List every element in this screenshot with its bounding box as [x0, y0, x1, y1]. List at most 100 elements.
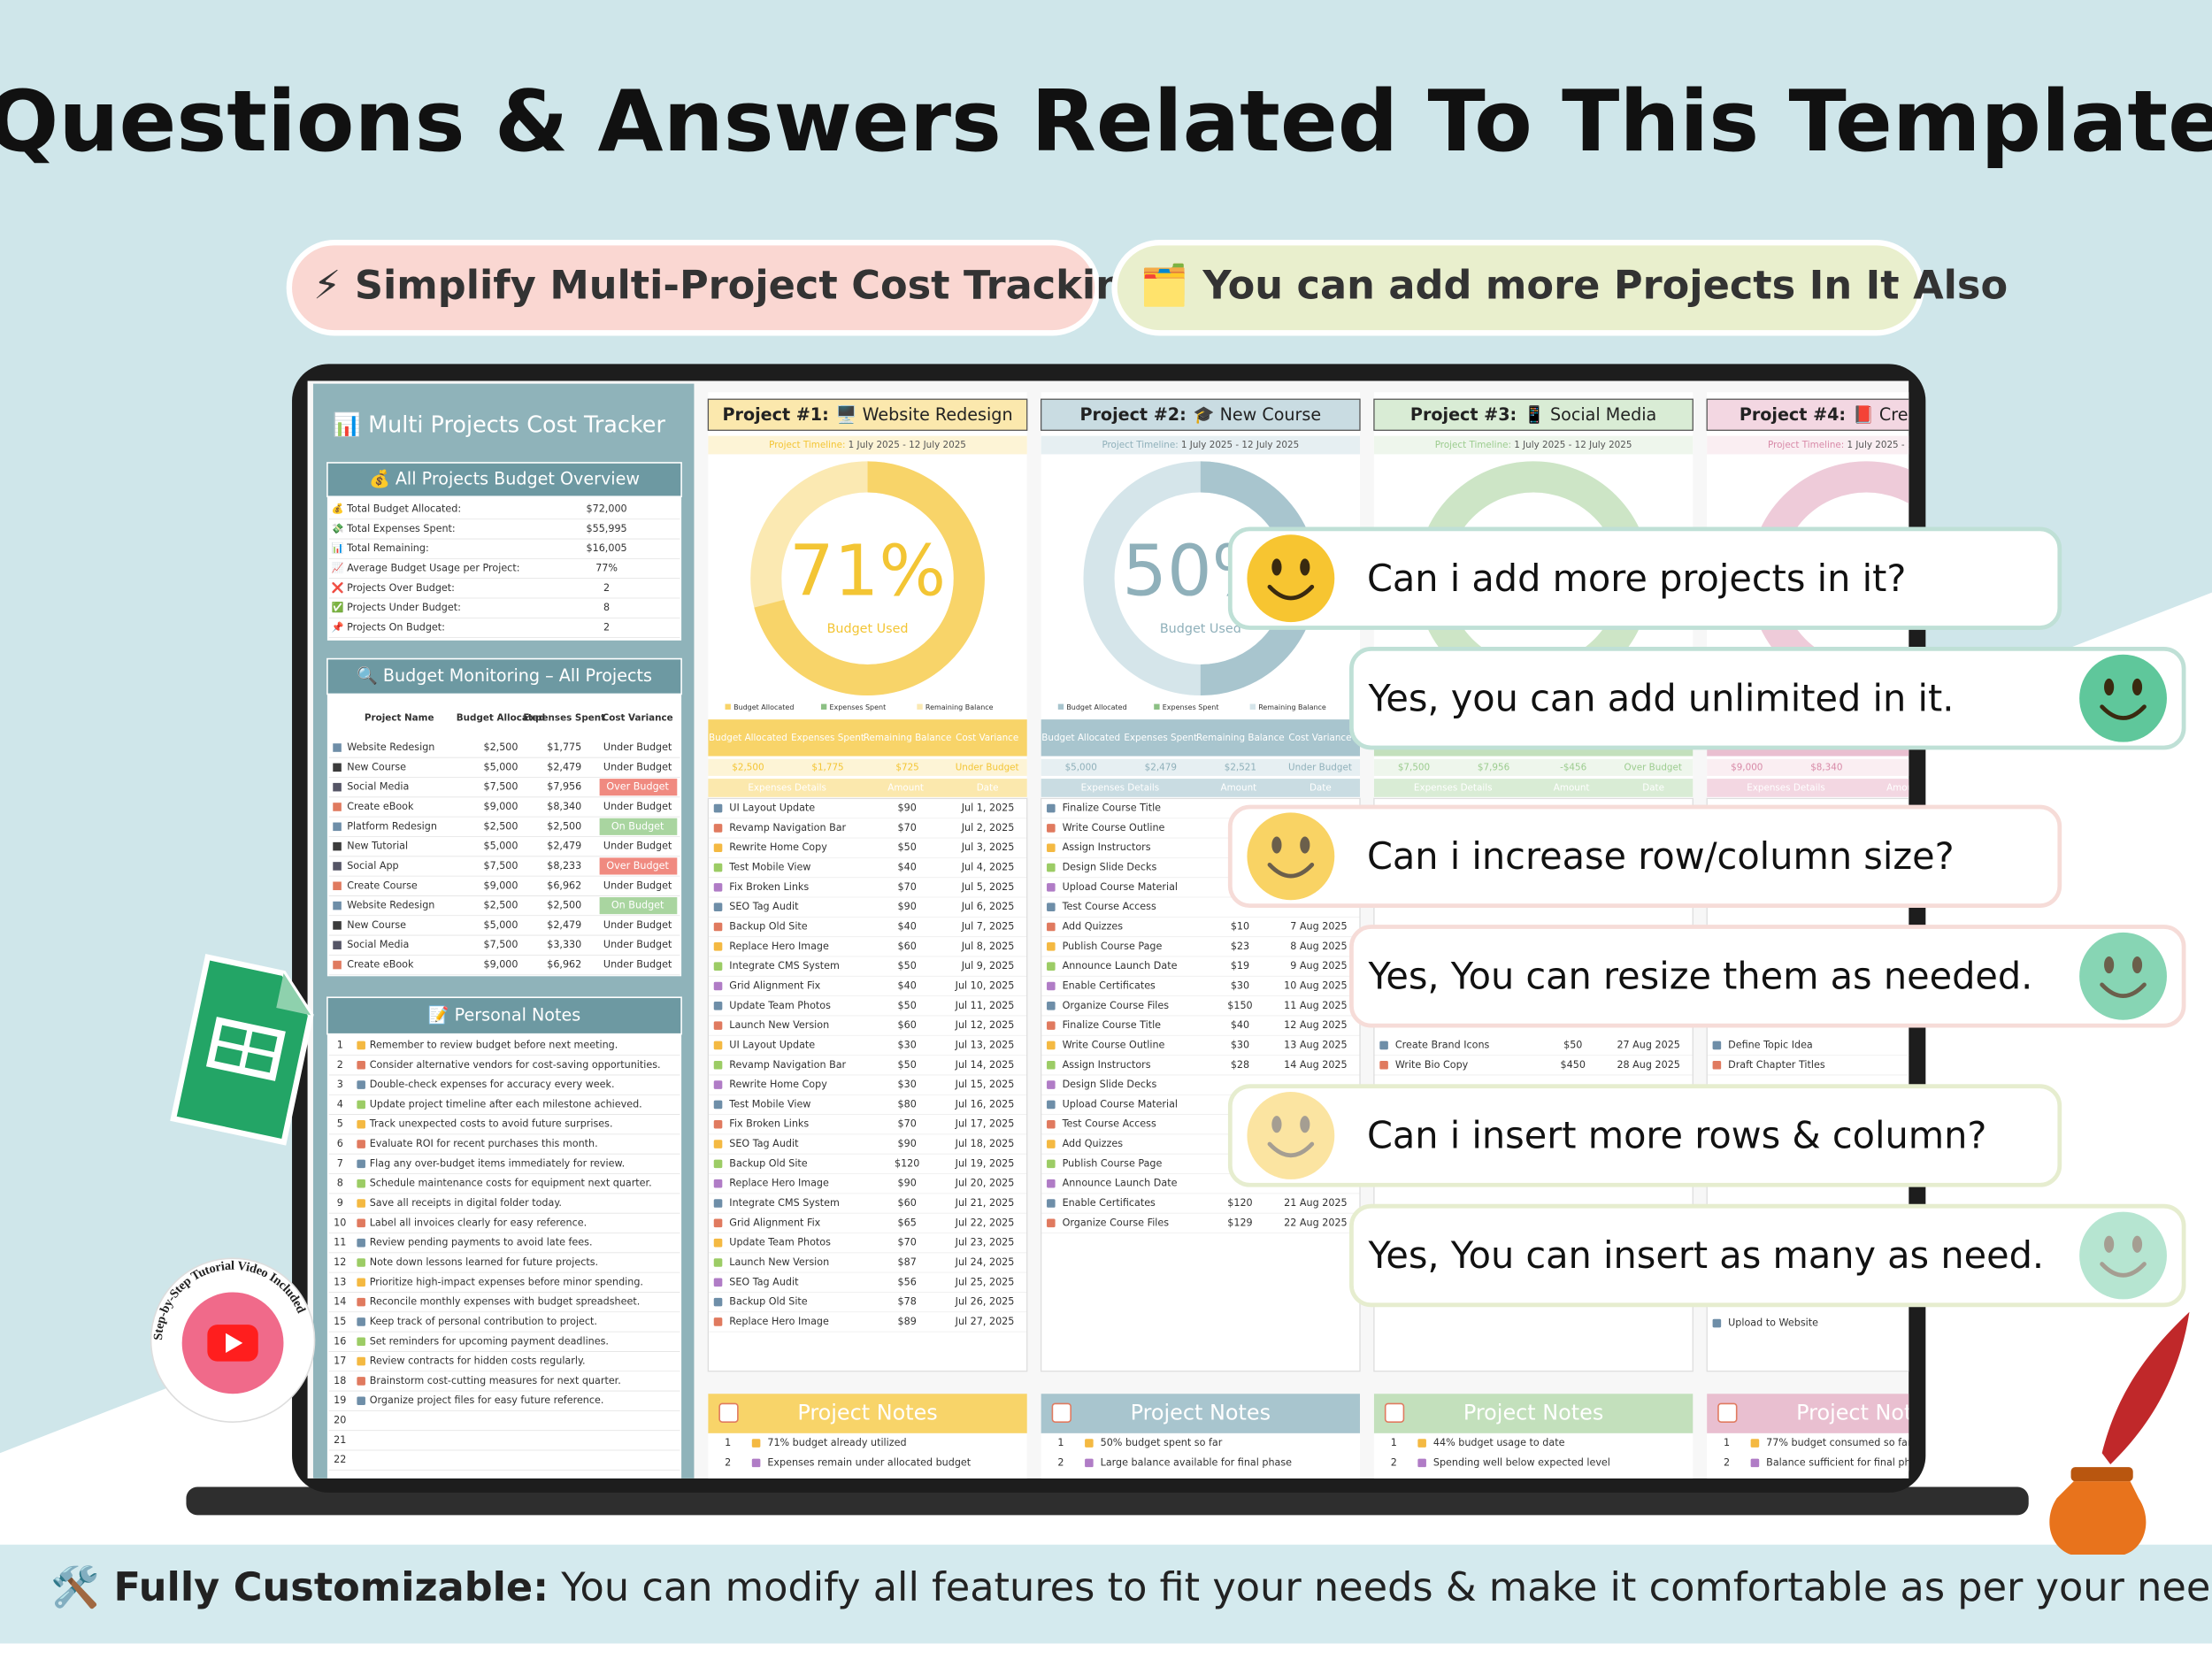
- emoji-eye: [1300, 558, 1310, 576]
- sheets-fold: [276, 973, 311, 1016]
- timeline-dates: 1 July 2025 - 12 July 2025: [1847, 440, 1964, 450]
- expense-name: Design Slide Decks: [1063, 862, 1157, 873]
- expense-icon: [713, 1119, 723, 1129]
- expense-icon: [713, 843, 723, 853]
- gauge-value: 71%: [789, 529, 946, 611]
- question-text: Can i insert more rows & column?: [1367, 1115, 1986, 1157]
- expense-date: Jul 24, 2025: [955, 1256, 1015, 1268]
- expense-icon: [1047, 962, 1056, 971]
- expense-date: Jul 23, 2025: [955, 1237, 1015, 1248]
- legend-text: Remaining Balance: [1258, 703, 1326, 711]
- note-text: Consider alternative vendors for cost-sa…: [370, 1059, 661, 1071]
- expense-date: Jul 20, 2025: [955, 1178, 1015, 1189]
- expense-name: Write Course Outline: [1063, 1039, 1165, 1050]
- overview-value: 77%: [595, 563, 618, 574]
- note-icon: [357, 1060, 365, 1070]
- monitoring-cell: $7,500: [483, 781, 518, 793]
- expense-amount: $87: [898, 1256, 917, 1268]
- monitoring-cell: $2,479: [547, 919, 581, 931]
- emoji-smile: [1267, 1141, 1315, 1158]
- note-number: 21: [334, 1434, 346, 1446]
- expense-icon: [713, 1278, 723, 1287]
- project-header-text: Project #3: 📱 Social Media: [1410, 403, 1656, 424]
- expense-amount: $19: [1231, 960, 1249, 972]
- emoji-face: [1247, 1092, 1335, 1179]
- summary-values: [708, 758, 1027, 776]
- sidebar-title: 📊 Multi Projects Cost Tracker: [333, 411, 665, 439]
- project-label: Project #4:: [1740, 403, 1846, 424]
- note-number: 6: [337, 1138, 343, 1149]
- legend-swatch: [917, 703, 923, 710]
- note-icon: [357, 1377, 365, 1386]
- note-text: Evaluate ROI for recent purchases this m…: [370, 1138, 598, 1149]
- expense-name: Grid Alignment Fix: [729, 979, 820, 991]
- expense-amount: $80: [898, 1098, 917, 1110]
- note-number: 15: [334, 1316, 346, 1327]
- expense-icon: [1047, 1060, 1056, 1070]
- expense-icon: [1047, 1100, 1056, 1110]
- expense-icon: [1379, 1060, 1388, 1070]
- expense-amount: $120: [1227, 1197, 1252, 1209]
- project-name: Website Redesign: [347, 741, 434, 753]
- expense-icon: [1047, 843, 1056, 853]
- timeline-text: Project Timeline: 1 July 2025 - 12 July 2…: [769, 440, 966, 450]
- expense-date: Jul 2, 2025: [961, 822, 1015, 833]
- project-name: 🎓 New Course: [1194, 403, 1321, 424]
- note-number: 14: [334, 1296, 346, 1308]
- expense-amount: $56: [898, 1276, 917, 1287]
- expense-icon: [1047, 1080, 1056, 1089]
- monitoring-cell: On Budget: [611, 820, 664, 832]
- note-text: Prioritize high-impact expenses before m…: [370, 1276, 643, 1287]
- expense-amount: $70: [898, 1237, 917, 1248]
- emoji-eye: [1271, 558, 1282, 576]
- expense-name: Launch New Version: [729, 1256, 829, 1268]
- expense-name: UI Layout Update: [729, 1039, 815, 1050]
- expense-name: Fix Broken Links: [729, 1118, 809, 1130]
- expense-icon: [713, 1317, 723, 1326]
- legend-swatch: [1249, 703, 1256, 710]
- note-icon: [1417, 1439, 1426, 1448]
- expense-icon: [1047, 1179, 1056, 1188]
- monitoring-cell: Under Budget: [603, 761, 672, 772]
- expense-name: Announce Launch Date: [1063, 1178, 1178, 1189]
- expense-amount: $70: [898, 822, 917, 833]
- project-header: [707, 398, 1028, 431]
- expense-name: Replace Hero Image: [729, 941, 829, 952]
- expense-header-text: Amount: [1886, 782, 1923, 793]
- emoji-face: [1247, 812, 1335, 901]
- expense-name: Rewrite Home Copy: [729, 1079, 827, 1090]
- expense-name: Upload Course Material: [1063, 1098, 1178, 1110]
- overview-value: 8: [603, 602, 610, 613]
- expense-date: Jul 6, 2025: [961, 901, 1015, 912]
- project-label: Project #2:: [1079, 403, 1186, 424]
- emoji-eye: [1271, 836, 1282, 854]
- project-header: [1373, 398, 1694, 431]
- note-number: 18: [334, 1375, 346, 1386]
- note-text: Save all receipts in digital folder toda…: [370, 1197, 562, 1209]
- expense-name: Finalize Course Title: [1063, 1019, 1162, 1031]
- project-name: Create eBook: [347, 801, 414, 812]
- monitoring-cell: Under Budget: [603, 879, 672, 891]
- expense-name: Test Course Access: [1062, 1118, 1156, 1130]
- note-icon: [357, 1356, 365, 1366]
- expense-name: Integrate CMS System: [729, 960, 840, 972]
- expense-icon: [713, 1041, 723, 1050]
- note-text: Review pending payments to avoid late fe…: [370, 1237, 593, 1248]
- summary-header-text: Expenses Spent: [1124, 733, 1197, 743]
- gauge-arc: [754, 461, 985, 696]
- project-note: 77% budget consumed so far: [1766, 1437, 1912, 1448]
- row-icon: [333, 841, 342, 851]
- variance-cell: [599, 779, 678, 796]
- summary-header-text: Expenses Spent: [791, 733, 864, 743]
- column-header: Cost Variance: [603, 713, 673, 724]
- question-card: [1227, 1084, 2062, 1187]
- expense-amount: $40: [898, 921, 917, 933]
- emoji-eye: [2131, 956, 2143, 974]
- expense-name: Upload Course Material: [1063, 881, 1178, 893]
- column-header: Expenses Spent: [523, 713, 605, 724]
- expense-name: Publish Course Page: [1063, 1157, 1163, 1169]
- project-header-text: Project #2: 🎓 New Course: [1079, 403, 1321, 424]
- sheets-cell: [219, 1025, 248, 1046]
